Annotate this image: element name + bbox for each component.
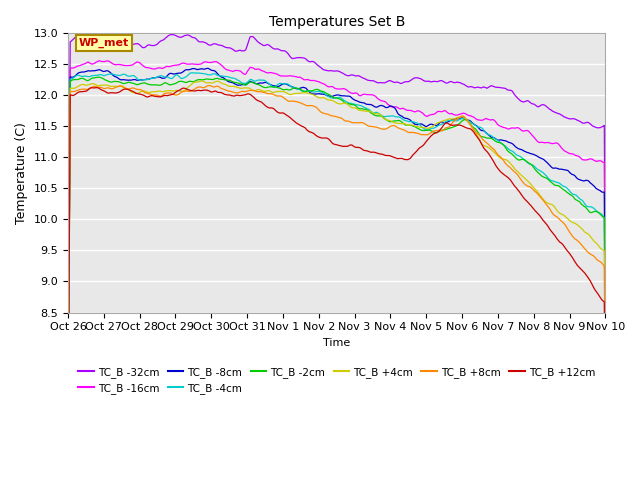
TC_B -16cm (506, 126, 513, 132)
Legend: TC_B -32cm, TC_B -16cm, TC_B -8cm, TC_B -4cm, TC_B -2cm, TC_B +4cm, TC_B +8cm, T: TC_B -32cm, TC_B -16cm, TC_B -8cm, TC_B … (74, 362, 600, 398)
Line: TC_B -32cm: TC_B -32cm (68, 32, 605, 441)
TC_B -16cm (324, 84, 332, 89)
TC_B +12cm (321, 135, 328, 141)
Line: TC_B -2cm: TC_B -2cm (68, 77, 605, 461)
TC_B -8cm (602, 351, 609, 357)
TC_B +8cm (321, 110, 328, 116)
X-axis label: Time: Time (323, 338, 350, 348)
TC_B -16cm (385, 102, 393, 108)
TC_B -32cm (90, 29, 98, 35)
TC_B +4cm (64, 462, 72, 468)
TC_B +4cm (589, 238, 597, 243)
TC_B -4cm (324, 94, 332, 99)
TC_B -4cm (506, 147, 513, 153)
TC_B -8cm (324, 93, 332, 98)
TC_B -8cm (356, 99, 364, 105)
TC_B +4cm (356, 108, 364, 113)
TC_B -8cm (506, 140, 513, 145)
TC_B -2cm (385, 119, 393, 124)
Title: Temperatures Set B: Temperatures Set B (269, 15, 405, 29)
TC_B -4cm (64, 457, 72, 463)
TC_B +4cm (602, 396, 609, 401)
TC_B -32cm (506, 87, 513, 93)
TC_B -16cm (356, 93, 364, 98)
Y-axis label: Temperature (C): Temperature (C) (15, 122, 28, 224)
TC_B -16cm (64, 451, 72, 457)
TC_B +4cm (324, 97, 332, 103)
TC_B -16cm (95, 58, 103, 64)
TC_B +8cm (602, 408, 609, 413)
Line: TC_B +4cm: TC_B +4cm (68, 81, 605, 465)
Line: TC_B +12cm: TC_B +12cm (68, 88, 605, 468)
TC_B -4cm (187, 70, 195, 76)
TC_B +8cm (64, 463, 72, 469)
TC_B -2cm (64, 458, 72, 464)
TC_B -32cm (324, 68, 332, 73)
TC_B +12cm (385, 153, 393, 158)
TC_B +12cm (506, 176, 513, 182)
TC_B +8cm (324, 111, 332, 117)
TC_B -4cm (356, 103, 364, 108)
TC_B -2cm (602, 371, 609, 376)
TC_B -32cm (602, 301, 609, 307)
TC_B -2cm (356, 106, 364, 112)
TC_B -32cm (64, 438, 72, 444)
TC_B -4cm (321, 91, 328, 96)
Text: WP_met: WP_met (79, 37, 129, 48)
TC_B -16cm (589, 157, 597, 163)
TC_B -4cm (589, 205, 597, 211)
TC_B -16cm (321, 81, 328, 87)
TC_B -2cm (324, 91, 332, 97)
Line: TC_B -16cm: TC_B -16cm (68, 61, 605, 454)
TC_B -4cm (602, 371, 609, 377)
TC_B +12cm (356, 145, 364, 151)
TC_B -8cm (385, 104, 393, 109)
Line: TC_B -4cm: TC_B -4cm (68, 73, 605, 460)
TC_B -2cm (506, 149, 513, 155)
TC_B +12cm (92, 85, 100, 91)
TC_B +4cm (321, 95, 328, 101)
TC_B -32cm (385, 78, 393, 84)
TC_B -2cm (94, 74, 102, 80)
TC_B +12cm (602, 434, 609, 440)
TC_B -2cm (321, 89, 328, 95)
TC_B -4cm (385, 113, 393, 119)
TC_B +12cm (589, 285, 597, 290)
TC_B +8cm (385, 124, 393, 130)
TC_B +4cm (198, 78, 205, 84)
TC_B +8cm (506, 164, 513, 170)
Line: TC_B +8cm: TC_B +8cm (68, 85, 605, 466)
TC_B -8cm (204, 65, 212, 71)
TC_B -32cm (589, 123, 597, 129)
TC_B +12cm (64, 465, 72, 470)
TC_B -8cm (321, 92, 328, 97)
TC_B +8cm (589, 253, 597, 259)
TC_B +8cm (356, 120, 364, 125)
TC_B -32cm (321, 67, 328, 73)
TC_B +4cm (385, 118, 393, 123)
TC_B -2cm (589, 209, 597, 215)
TC_B +12cm (324, 135, 332, 141)
TC_B -8cm (589, 183, 597, 189)
TC_B -8cm (64, 456, 72, 461)
TC_B +4cm (506, 159, 513, 165)
TC_B +8cm (205, 83, 213, 88)
Line: TC_B -8cm: TC_B -8cm (68, 68, 605, 458)
TC_B -32cm (356, 73, 364, 79)
TC_B -16cm (602, 329, 609, 335)
